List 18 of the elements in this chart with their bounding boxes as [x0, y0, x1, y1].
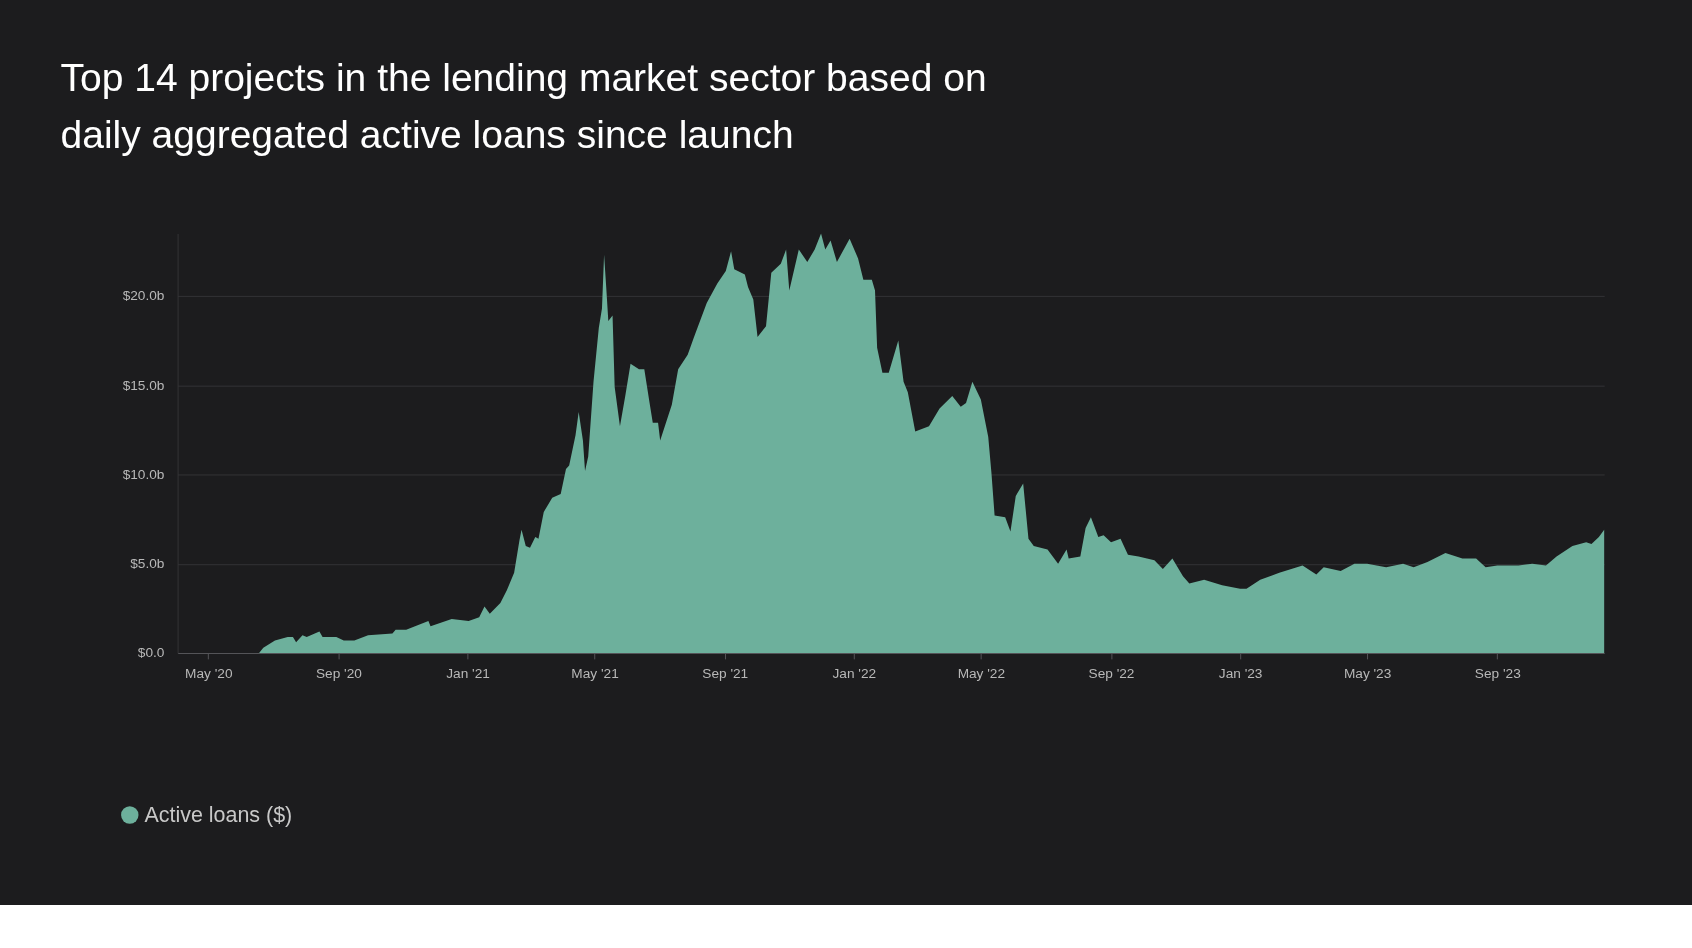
legend-label: Active loans ($) [144, 802, 293, 827]
x-tick-label: Sep '23 [1474, 665, 1521, 681]
chart-title: Top 14 projects in the lending market sector based on daily aggregated active loans since launch [60, 55, 987, 156]
x-tick-label: Sep '20 [316, 665, 363, 681]
x-tick-label: Sep '21 [702, 665, 749, 681]
x-tick-label: Sep '22 [1088, 665, 1135, 681]
x-tick-label: May '23 [1343, 665, 1392, 681]
y-tick-label: $0.0 [137, 645, 165, 661]
x-tick-label: May '22 [957, 665, 1006, 681]
x-tick-label: May '20 [185, 665, 233, 681]
x-tick-label: Jan '23 [1218, 665, 1263, 681]
x-tick-label: Jan '21 [446, 665, 490, 681]
y-tick-label: $15.0b [122, 377, 165, 393]
y-tick-label: $5.0b [130, 556, 165, 572]
x-tick-label: Jan '22 [832, 665, 877, 681]
y-tick-label: $20.0b [122, 288, 165, 304]
y-tick-label: $10.0b [122, 466, 165, 482]
x-tick-label: May '21 [571, 665, 619, 681]
